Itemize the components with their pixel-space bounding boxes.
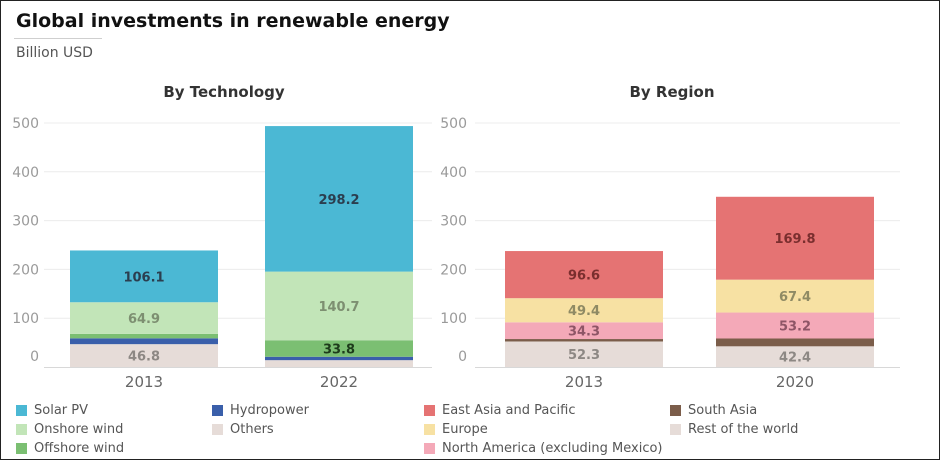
y-tick-label-by-region-0: 0 <box>458 349 467 365</box>
bar-segment-by-technology-2022-offshore-wind <box>265 340 413 357</box>
legend-swatch-hydropower <box>212 405 223 416</box>
legend-swatch-east-asia-and-pacific <box>424 405 435 416</box>
bar-segment-by-region-2013-south-asia <box>505 339 663 342</box>
legend-label-solar-pv: Solar PV <box>34 403 88 418</box>
legend-label-east-asia-and-pacific: East Asia and Pacific <box>442 403 576 418</box>
bar-segment-by-technology-2022-solar-pv <box>265 126 413 272</box>
legend-swatch-others <box>212 424 223 435</box>
data-label-by-technology-2013-onshore-wind: 64.9 <box>128 312 160 327</box>
y-tick-label-by-region-400: 400 <box>440 165 467 181</box>
bar-segment-by-technology-2022-others <box>265 360 413 367</box>
data-label-by-technology-2022-solar-pv: 298.2 <box>318 193 359 208</box>
y-tick-label-by-technology-0: 0 <box>30 349 39 365</box>
x-tick-label-by-technology-2022: 2022 <box>320 373 358 391</box>
panel-title-by-region: By Region <box>629 83 714 101</box>
legend-label-offshore-wind: Offshore wind <box>34 441 125 456</box>
legend-item-south-asia: South Asia <box>670 403 757 418</box>
legend-item-europe: Europe <box>424 422 488 437</box>
legend-label-south-asia: South Asia <box>688 403 758 418</box>
legend-swatch-offshore-wind <box>16 443 27 454</box>
data-label-by-technology-2013-others: 46.8 <box>128 350 160 365</box>
legend-swatch-europe <box>424 424 435 435</box>
legend-item-offshore-wind: Offshore wind <box>16 441 124 456</box>
chart-title: Global investments in renewable energy <box>16 10 450 32</box>
legend-swatch-rest-of-the-world <box>670 424 681 435</box>
bar-segment-by-region-2020-east-asia-and-pacific <box>716 196 874 280</box>
data-label-by-region-2013-north-america-excluding-mexico-: 34.3 <box>568 325 600 340</box>
x-tick-label-by-region-2013: 2013 <box>565 373 603 391</box>
chart-subtitle: Billion USD <box>16 45 93 61</box>
data-label-by-technology-2022-onshore-wind: 140.7 <box>318 300 359 315</box>
legend-item-onshore-wind: Onshore wind <box>16 422 123 437</box>
data-label-by-region-2020-rest-of-the-world: 42.4 <box>779 351 811 366</box>
y-tick-label-by-technology-300: 300 <box>12 214 39 230</box>
legend-swatch-solar-pv <box>16 405 27 416</box>
bar-segment-by-technology-2013-onshore-wind <box>70 302 218 334</box>
bar-segment-by-region-2013-north-america-excluding-mexico- <box>505 322 663 340</box>
bar-segment-by-region-2020-north-america-excluding-mexico- <box>716 312 874 339</box>
panel-title-by-technology: By Technology <box>163 83 285 101</box>
legend-label-hydropower: Hydropower <box>230 403 309 418</box>
y-tick-label-by-technology-400: 400 <box>12 165 39 181</box>
y-tick-label-by-region-500: 500 <box>440 116 467 132</box>
y-tick-label-by-region-300: 300 <box>440 214 467 230</box>
legend-item-solar-pv: Solar PV <box>16 403 88 418</box>
legend-item-rest-of-the-world: Rest of the world <box>670 422 798 437</box>
y-tick-label-by-technology-200: 200 <box>12 262 39 278</box>
legend-label-onshore-wind: Onshore wind <box>34 422 124 437</box>
title-divider <box>14 38 102 39</box>
data-label-by-region-2020-europe: 67.4 <box>779 290 811 305</box>
legend-item-north-america-excluding-mexico-: North America (excluding Mexico) <box>424 441 663 456</box>
bar-segment-by-technology-2013-others <box>70 344 218 367</box>
bar-segment-by-region-2013-europe <box>505 298 663 323</box>
bar-segment-by-technology-2022-hydropower <box>265 356 413 361</box>
bar-segment-by-region-2013-rest-of-the-world <box>505 341 663 367</box>
bar-segment-by-technology-2013-hydropower <box>70 338 218 345</box>
bar-segment-by-technology-2022-onshore-wind <box>265 271 413 341</box>
bar-segment-by-region-2020-south-asia <box>716 338 874 347</box>
data-label-by-technology-2013-solar-pv: 106.1 <box>123 270 164 285</box>
legend-label-others: Others <box>230 422 274 437</box>
y-tick-label-by-technology-100: 100 <box>12 311 39 327</box>
bar-segment-by-region-2020-rest-of-the-world <box>716 346 874 367</box>
legend-label-north-america-excluding-mexico-: North America (excluding Mexico) <box>442 441 663 456</box>
y-tick-label-by-region-200: 200 <box>440 262 467 278</box>
x-tick-label-by-region-2020: 2020 <box>776 373 814 391</box>
legend-swatch-onshore-wind <box>16 424 27 435</box>
x-tick-label-by-technology-2013: 2013 <box>125 373 163 391</box>
data-label-by-technology-2022-offshore-wind: 33.8 <box>323 343 355 358</box>
data-label-by-region-2013-east-asia-and-pacific: 96.6 <box>568 269 600 284</box>
y-tick-label-by-region-100: 100 <box>440 311 467 327</box>
bar-segment-by-technology-2013-solar-pv <box>70 250 218 303</box>
y-tick-label-by-technology-500: 500 <box>12 116 39 132</box>
legend-swatch-north-america-excluding-mexico- <box>424 443 435 454</box>
data-label-by-region-2020-east-asia-and-pacific: 169.8 <box>774 232 815 247</box>
data-label-by-region-2013-europe: 49.4 <box>568 304 600 319</box>
data-label-by-region-2020-north-america-excluding-mexico-: 53.2 <box>779 320 811 335</box>
legend-label-rest-of-the-world: Rest of the world <box>688 422 799 437</box>
bar-segment-by-region-2020-europe <box>716 279 874 313</box>
legend-label-europe: Europe <box>442 422 488 437</box>
bar-segment-by-technology-2013-offshore-wind <box>70 333 218 339</box>
data-label-by-region-2013-rest-of-the-world: 52.3 <box>568 348 600 363</box>
legend-item-east-asia-and-pacific: East Asia and Pacific <box>424 403 575 418</box>
legend-swatch-south-asia <box>670 405 681 416</box>
legend-item-hydropower: Hydropower <box>212 403 309 418</box>
bar-segment-by-region-2013-east-asia-and-pacific <box>505 251 663 299</box>
legend-item-others: Others <box>212 422 274 437</box>
